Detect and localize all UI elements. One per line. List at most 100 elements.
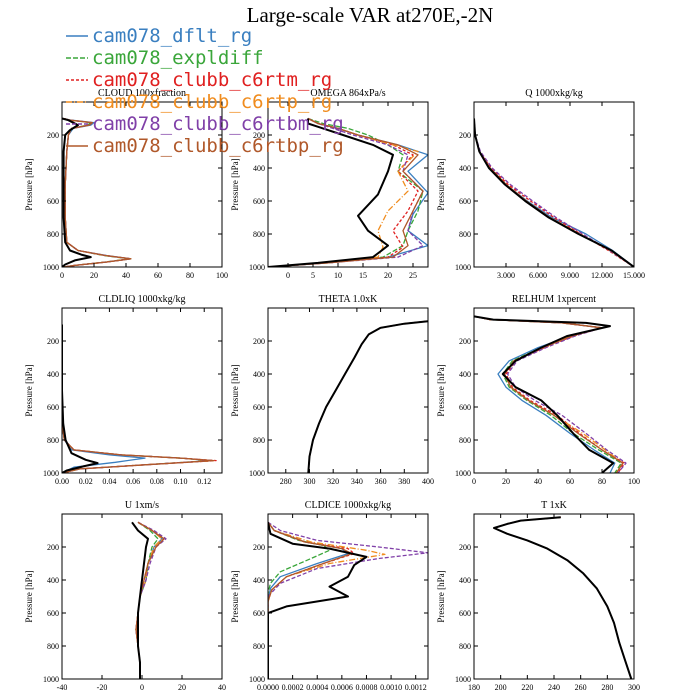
x-tick-label: 12.000 [591,271,613,280]
y-tick-label: 800 [459,436,471,445]
y-tick-label: 200 [47,131,59,140]
y-tick-label: 600 [459,609,471,618]
x-tick-label: 100 [216,271,228,280]
y-tick-label: 400 [253,576,265,585]
x-tick-label: 9.000 [561,271,579,280]
x-tick-label: 20 [384,271,392,280]
x-tick-label: 0.10 [174,477,188,486]
y-tick-label: 1000 [249,469,265,478]
series-line [493,516,632,679]
x-tick-label: 0.08 [150,477,164,486]
y-tick-label: 1000 [43,469,59,478]
x-tick-label: 300 [628,683,640,692]
plot-frame [61,307,223,474]
plot-frame [61,101,223,268]
y-tick-label: 600 [459,197,471,206]
y-tick-label: 400 [47,164,59,173]
panel-title: THETA 1.0xK [319,294,378,305]
plot-frame [473,513,635,680]
panel-title: Q 1000xkg/kg [525,88,583,99]
x-tick-label: 320 [327,477,339,486]
y-tick-label: 800 [253,642,265,651]
plot-frame [61,513,223,680]
plot-frame [473,101,635,268]
y-tick-label: 800 [47,642,59,651]
observation-line [307,320,428,473]
y-tick-label: 400 [459,164,471,173]
x-tick-label: 0 [140,683,144,692]
y-tick-label: 400 [47,370,59,379]
x-tick-label: 360 [375,477,387,486]
series-line [474,315,624,473]
y-tick-label: 600 [47,197,59,206]
y-tick-label: 200 [253,337,265,346]
y-axis-label: Pressure [hPa] [24,158,34,210]
x-tick-label: 15.000 [623,271,645,280]
series-lines [268,521,428,679]
observation-line [131,521,149,679]
series-line [307,320,428,473]
series-line [474,118,634,267]
y-tick-label: 800 [459,642,471,651]
plot-frame [267,307,429,474]
series-line [493,516,632,679]
x-tick-label: 40 [122,271,130,280]
y-tick-label: 1000 [455,675,471,684]
legend-label: cam078_clubb_c6rtbm_rg [92,113,344,135]
y-tick-label: 1000 [455,469,471,478]
observation-line [493,516,633,679]
x-tick-label: 400 [422,477,434,486]
series-lines [474,118,634,267]
x-tick-label: 0.06 [126,477,140,486]
x-tick-label: 260 [575,683,587,692]
x-tick-label: 0.0012 [405,683,427,692]
series-lines [493,516,633,679]
y-tick-label: 800 [459,230,471,239]
series-line [493,516,632,679]
y-axis-label: Pressure [hPa] [436,570,446,622]
chart-panel: U 1xm/s 200 400 600 800 1000-40 -20 0 20 40 Pressu… [24,500,226,692]
panel-title: CLDLIQ 1000xkg/kg [99,294,186,305]
y-tick-label: 400 [47,576,59,585]
x-tick-label: 3.000 [497,271,515,280]
x-tick-label: 220 [521,683,533,692]
observation-line [62,117,92,267]
y-tick-label: 1000 [455,263,471,272]
panel-title: RELHUM 1xpercent [512,294,596,305]
x-tick-label: 340 [351,477,363,486]
x-tick-label: 280 [601,683,613,692]
x-tick-label: 20 [90,271,98,280]
y-tick-label: 600 [253,609,265,618]
x-tick-label: -40 [57,683,68,692]
y-tick-label: 800 [47,230,59,239]
y-tick-label: 200 [459,543,471,552]
y-tick-label: 200 [47,337,59,346]
y-tick-label: 600 [47,609,59,618]
x-tick-label: 0.0010 [380,683,402,692]
series-line [268,521,428,679]
plot-frame [473,307,635,474]
x-tick-label: 0.0006 [331,683,353,692]
x-tick-label: 280 [280,477,292,486]
x-tick-label: 0.0002 [282,683,304,692]
observation-line [268,118,394,267]
legend: cam078_dflt_rgcam078_expldiffcam078_club… [66,25,344,157]
legend-label: cam078_expldiff [92,47,264,69]
x-tick-label: 10 [334,271,342,280]
y-tick-label: 600 [459,403,471,412]
series-line [307,320,428,473]
series-line [474,118,634,267]
x-tick-label: 100 [628,477,640,486]
x-tick-label: 0.0004 [306,683,328,692]
page-title: Large-scale VAR at270E,-2N [247,3,494,27]
series-lines [62,324,217,473]
x-tick-label: 20 [178,683,186,692]
series-line [474,315,622,473]
series-line [493,516,632,679]
plot-frame [267,513,429,680]
legend-label: cam078_clubb_c6rtm_rg [92,69,332,91]
x-tick-label: 0.02 [79,477,93,486]
